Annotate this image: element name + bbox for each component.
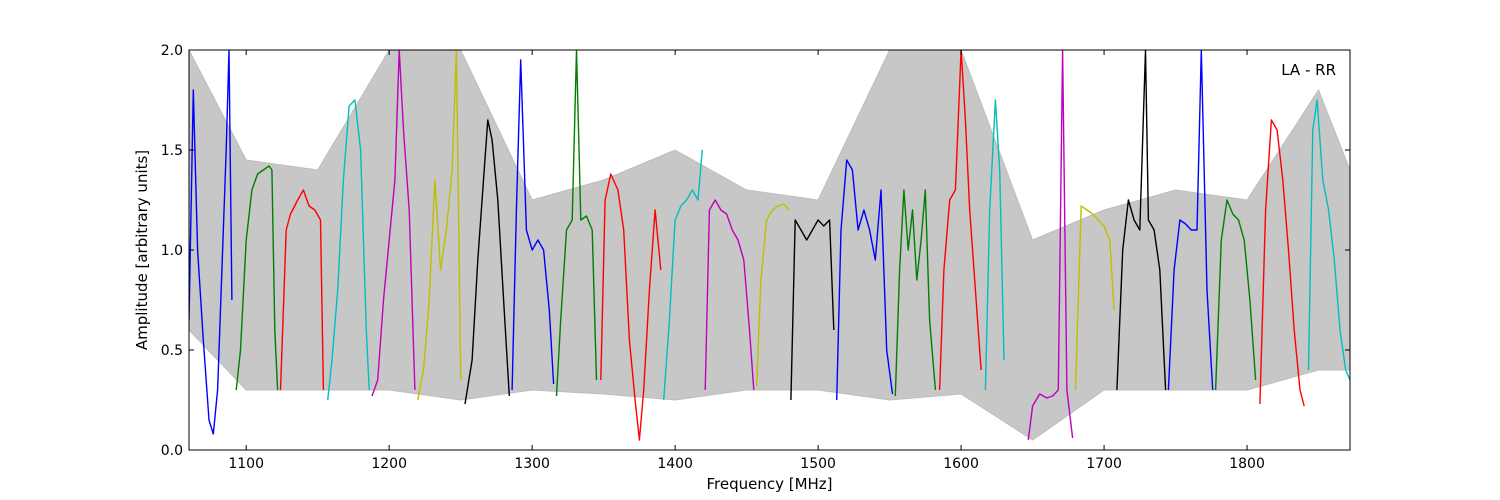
series-line-23 [1259,119,1305,407]
series-line-4 [371,50,416,397]
x-tick-label: 1700 [1086,456,1122,472]
series-line-12 [755,203,791,387]
reference-band-group [189,50,1350,441]
series-line-18 [1027,50,1074,441]
series-line-17 [984,99,1005,391]
series-line-15 [894,189,937,397]
series-line-13 [790,219,835,401]
x-tick-label: 1500 [800,456,836,472]
series-line-19 [1074,205,1115,391]
series-line-5 [417,50,462,401]
y-tick-label: 2.0 [161,43,183,59]
corner-annotation: LA - RR [1281,61,1336,79]
y-tick-label: 1.5 [161,143,183,159]
series-line-22 [1214,199,1257,391]
series-group [189,50,1350,441]
series-line-16 [938,50,982,391]
x-tick-label: 1200 [371,456,407,472]
series-line-14 [836,159,894,401]
series-line-11 [704,199,755,391]
series-line-24 [1307,99,1350,381]
series-line-8 [555,50,598,397]
series-line-9 [600,173,662,441]
y-axis-label: Amplitude [arbitrary units] [133,150,151,350]
series-line-20 [1116,50,1167,391]
x-tick-label: 1800 [1229,456,1265,472]
series-line-10 [663,149,703,401]
series-line-7 [511,59,555,391]
series-line-21 [1167,50,1214,391]
y-tick-label: 0.0 [161,443,183,459]
y-ticks: 0.0 0.5 1.0 1.5 2.0 [161,43,1350,459]
x-ticks: 1100 1200 1300 1400 1500 1600 1700 1800 [228,50,1265,472]
series-line-3 [327,99,370,401]
reference-band [189,50,1350,441]
series-line-6 [464,119,510,405]
y-tick-label: 1.0 [161,243,183,259]
x-tick-label: 1400 [657,456,693,472]
y-tick-label: 0.5 [161,343,183,359]
series-line-2 [279,189,325,391]
x-tick-label: 1100 [228,456,264,472]
x-axis-label: Frequency [MHz] [706,475,832,493]
x-tick-label: 1600 [943,456,979,472]
series-line-0 [189,50,233,435]
x-tick-label: 1300 [514,456,550,472]
series-line-1 [235,165,279,391]
plot-area [189,50,1350,441]
